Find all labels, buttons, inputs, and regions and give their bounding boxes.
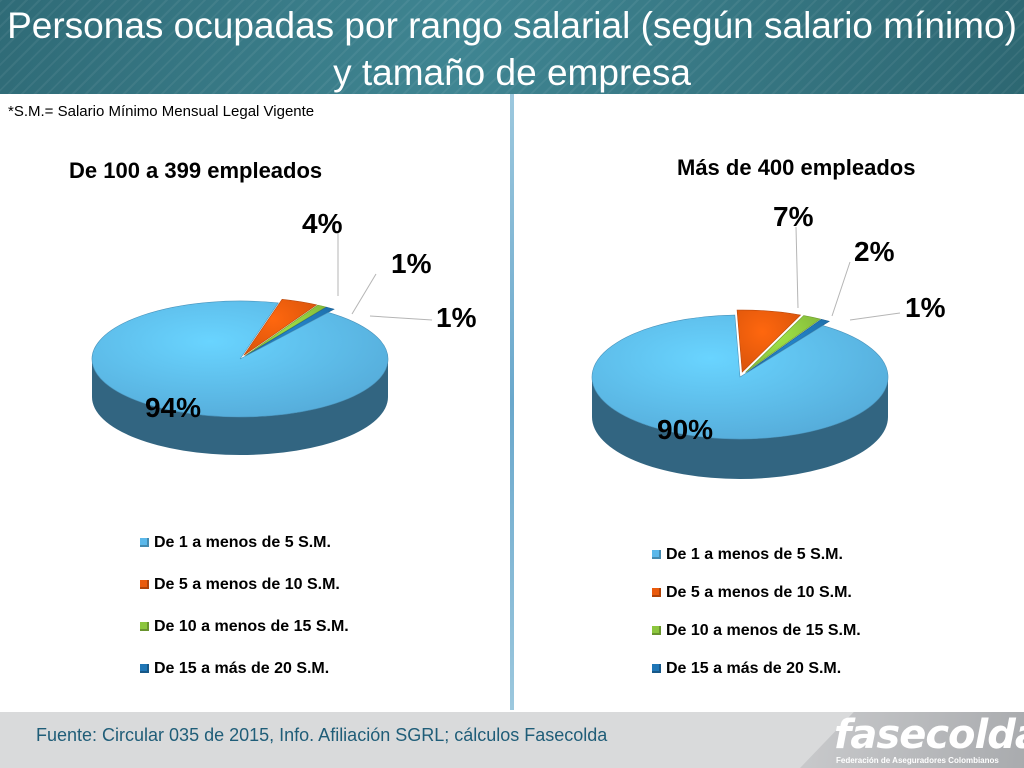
chart-title-right: Más de 400 empleados [677,155,916,180]
slice-1-a-5-side [92,359,388,455]
footnote-sm: *S.M.= Salario Mínimo Mensual Legal Vige… [8,103,315,120]
legend-swatch [652,550,661,559]
panel-divider [510,94,514,710]
slice-15-a-20 [245,306,335,357]
slice-10-a-15 [245,304,327,356]
pct-label-right-15-20: 1% [905,292,946,323]
slice-1-a-5 [591,314,889,440]
leader-line [351,273,377,315]
chart-title-left: De 100 a 399 empleados [69,158,323,183]
pct-label-right-10-15: 2% [854,236,895,267]
pct-label-left-1-5: 94% [145,392,202,423]
legend-swatch [652,626,661,635]
leader-line [369,315,433,321]
slice-10-a-15 [745,315,822,373]
pct-label-right-1-5: 90% [657,414,714,445]
leader-line [795,226,799,309]
source-text: Fuente: Circular 035 de 2015, Info. Afil… [36,725,608,745]
title-banner [0,0,1024,94]
pie-chart-right [591,226,901,479]
pie-chart-left [91,231,433,455]
slice-5-a-10 [736,309,802,373]
legend-swatch [140,664,149,673]
pct-label-left-5-10: 4% [302,208,343,239]
pct-label-left-15-20: 1% [436,302,477,333]
legend-swatch [140,538,149,547]
legend-swatch [652,588,661,597]
slice-1-a-5 [91,300,389,418]
legend-swatch [140,580,149,589]
legend-swatch [652,664,661,673]
pct-label-left-10-15: 1% [391,248,432,279]
slice-5-a-10 [243,299,318,356]
slide-title: Personas ocupadas por rango salarial (se… [7,5,1017,93]
leader-line [831,261,851,317]
leader-line [849,312,901,321]
slice-15-a-20 [746,318,830,374]
pct-label-right-5-10: 7% [773,201,814,232]
legend-swatch [140,622,149,631]
slice-1-a-5-side [592,377,888,479]
fasecolda-logo: fasecolda [834,712,1024,758]
fasecolda-logo-subtitle: Federación de Aseguradores Colombianos [836,756,999,765]
